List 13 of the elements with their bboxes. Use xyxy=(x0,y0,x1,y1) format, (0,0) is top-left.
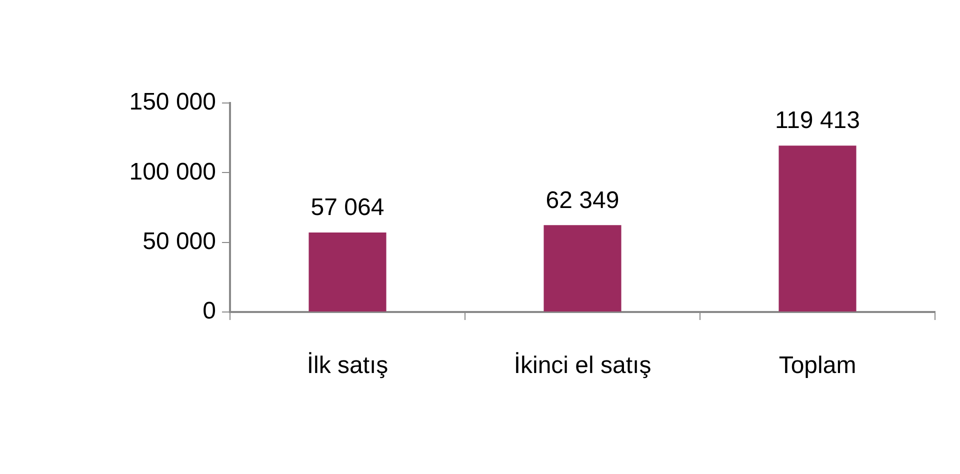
x-tick-label: İlk satış xyxy=(306,352,388,380)
bar xyxy=(544,225,622,312)
y-tick-label: 50 000 xyxy=(142,228,216,255)
y-tick-label: 100 000 xyxy=(129,158,216,186)
data-label: 57 064 xyxy=(310,194,384,222)
data-label: 119 413 xyxy=(775,107,860,134)
y-tick-label: 0 xyxy=(202,298,216,325)
bar xyxy=(778,146,856,312)
x-tick-label: İkinci el satış xyxy=(514,352,652,380)
bar xyxy=(308,232,386,312)
data-label: 62 349 xyxy=(546,186,620,214)
x-tick-label: Toplam xyxy=(778,352,856,380)
y-tick-label: 150 000 xyxy=(129,88,216,116)
